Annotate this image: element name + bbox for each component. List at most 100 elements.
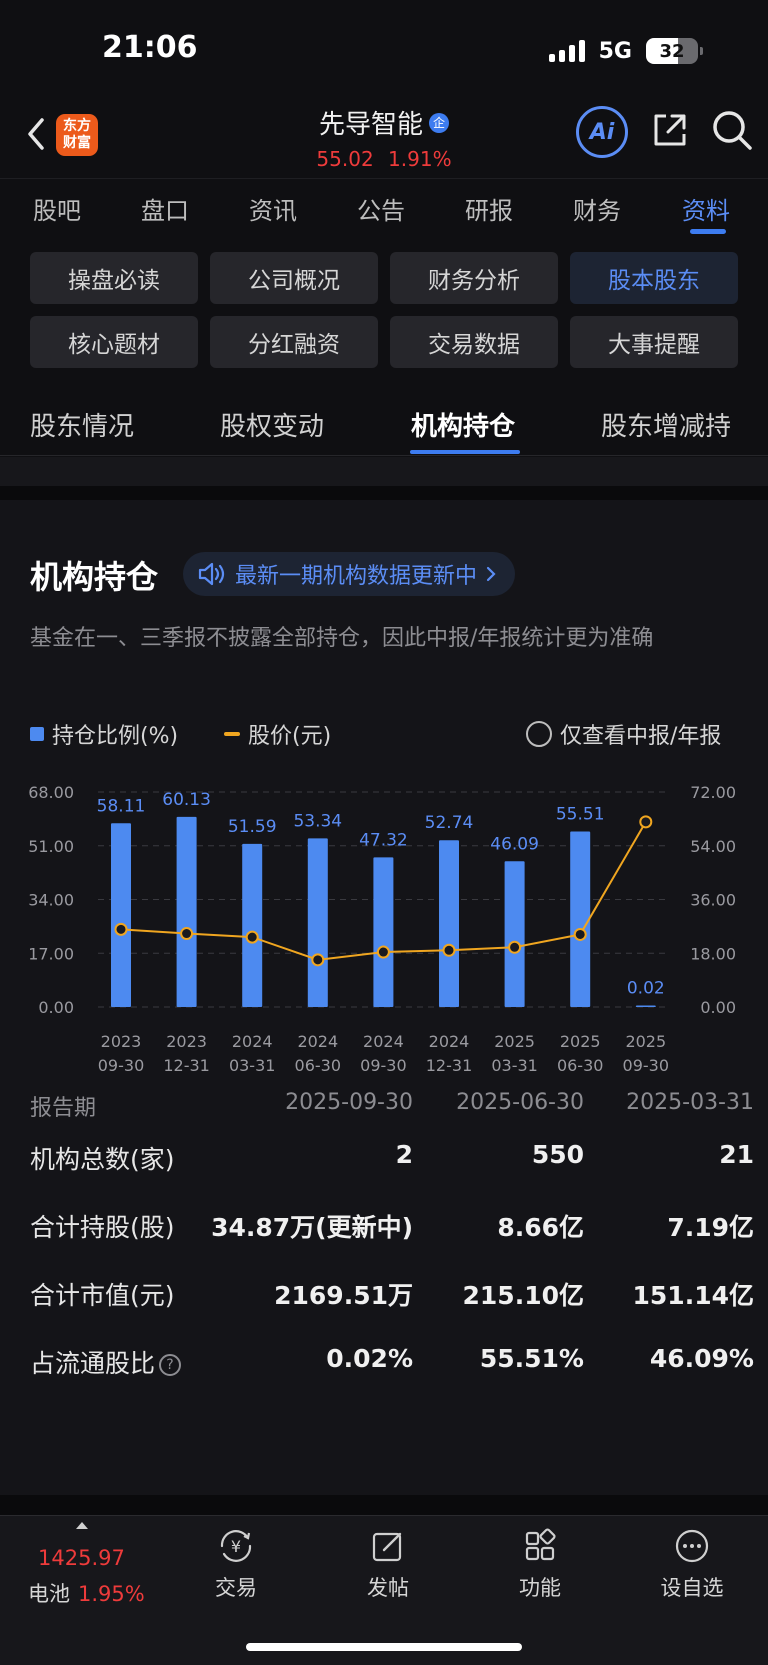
table-row: 合计持股(股) 34.87万(更新中) 8.66亿 7.19亿: [0, 1200, 768, 1268]
nav-functions[interactable]: 功能: [490, 1526, 590, 1602]
sub-btn-trading-data[interactable]: 交易数据: [390, 316, 558, 368]
nav-post[interactable]: 发帖: [338, 1526, 438, 1602]
holdings-chart: 68.00 72.00 51.00 54.00 34.00 36.00 17.00 18.00…: [28, 783, 736, 1072]
x-tick-label-year: 2024: [232, 1032, 273, 1051]
help-icon[interactable]: ?: [159, 1354, 182, 1376]
y-left-tick-label: 51.00: [28, 837, 74, 856]
y-right-tick-label: 54.00: [690, 837, 736, 856]
sub-btn-core-themes[interactable]: 核心题材: [30, 316, 198, 368]
table-header-row: 报告期 2025-09-30 2025-06-30 2025-03-31: [0, 1090, 768, 1132]
stock-name: 先导智能: [318, 110, 423, 140]
bar-value-label: 60.13: [162, 790, 211, 810]
sub-btn-company-overview[interactable]: 公司概况: [210, 252, 378, 304]
sec-tab-equity-changes[interactable]: 股权变动: [220, 412, 325, 442]
sub-btn-shareholders[interactable]: 股本股东: [570, 252, 738, 304]
header-date-1: 2025-09-30: [285, 1090, 413, 1115]
holdings-table: 报告期 2025-09-30 2025-06-30 2025-03-31 机构总…: [0, 1090, 768, 1404]
tab-finance[interactable]: 财务: [573, 197, 621, 225]
nav-add-watchlist[interactable]: 设自选: [642, 1526, 742, 1602]
stock-change-pct: 1.91%: [388, 147, 452, 171]
legend-bar-label: 持仓比例(%): [52, 724, 179, 749]
index-label: 电池 1.95%: [28, 1578, 145, 1608]
x-tick-label-date: 03-31: [491, 1056, 538, 1072]
row-value: 55.51%: [479, 1344, 584, 1373]
nav-trade[interactable]: ¥ 交易: [186, 1526, 286, 1602]
sub-btn-financial-analysis[interactable]: 财务分析: [390, 252, 558, 304]
row-label: 机构总数(家): [30, 1145, 175, 1174]
chart-legend: 持仓比例(%) 股价(元) 仅查看中报/年报: [30, 718, 742, 750]
nav-trade-label: 交易: [215, 1576, 257, 1600]
main-tabs: 股吧 盘口 资讯 公告 研报 财务 资料: [0, 178, 768, 234]
price-point: [639, 815, 653, 829]
x-tick-label-date: 12-31: [426, 1056, 473, 1072]
x-tick-label-year: 2023: [101, 1032, 142, 1051]
x-tick-label-year: 2025: [625, 1032, 666, 1051]
radio-icon[interactable]: [526, 721, 552, 747]
header-period: 报告期: [30, 1096, 97, 1121]
price-point: [442, 943, 456, 957]
x-tick-label-date: 12-31: [163, 1056, 210, 1072]
row-value: 34.87万(更新中): [211, 1213, 413, 1242]
y-left-tick-label: 34.00: [28, 891, 74, 910]
x-tick-label-date: 06-30: [557, 1056, 604, 1072]
tab-news[interactable]: 资讯: [249, 197, 297, 225]
row-label-text: 占流通股比: [30, 1349, 156, 1378]
tab-pankou[interactable]: 盘口: [141, 197, 189, 225]
divider: [0, 486, 768, 500]
bar-value-label: 55.51: [556, 804, 605, 824]
tab-announcements[interactable]: 公告: [357, 197, 405, 225]
sub-btn-trading-guide[interactable]: 操盘必读: [30, 252, 198, 304]
index-name: 电池: [28, 1582, 70, 1606]
disclosure-note: 基金在一、三季报不披露全部持仓，因此中报/年报统计更为准确: [30, 626, 654, 651]
sec-tab-institutional-holdings[interactable]: 机构持仓: [411, 412, 516, 442]
logo-line1: 东方: [63, 118, 91, 134]
network-type: 5G: [598, 38, 632, 64]
price-point: [376, 945, 390, 959]
legend-bar-swatch: [30, 727, 44, 741]
row-value: 8.66亿: [497, 1213, 584, 1242]
update-notice[interactable]: 最新一期机构数据更新中: [183, 552, 516, 596]
row-label: 合计持股(股): [30, 1213, 175, 1242]
price-point: [245, 930, 259, 944]
trade-icon: ¥: [220, 1530, 252, 1562]
x-tick-label-year: 2025: [494, 1032, 535, 1051]
row-value: 7.19亿: [667, 1213, 754, 1242]
sec-tab-holder-changes[interactable]: 股东增减持: [601, 412, 732, 442]
tab-research[interactable]: 研报: [465, 197, 513, 225]
share-icon[interactable]: [650, 110, 690, 150]
row-value: 2: [395, 1140, 413, 1169]
status-bar: 21:06 5G 32: [0, 0, 768, 100]
edit-post-icon: [372, 1532, 402, 1562]
tab-guba[interactable]: 股吧: [33, 197, 81, 225]
bar-value-label: 0.02: [627, 979, 665, 999]
x-tick-label-year: 2024: [363, 1032, 404, 1051]
divider: [0, 1495, 768, 1515]
header-date-3: 2025-03-31: [626, 1090, 754, 1115]
bar-holding-ratio: [439, 840, 459, 1007]
status-icons: 5G 32: [548, 38, 703, 64]
header-date-2: 2025-06-30: [456, 1090, 584, 1115]
filter-half-annual[interactable]: 仅查看中报/年报: [526, 718, 721, 750]
grid-functions-icon: [525, 1528, 556, 1561]
back-arrow-icon[interactable]: [22, 114, 52, 154]
row-value: 0.02%: [326, 1344, 413, 1373]
legend-line-swatch: [224, 732, 240, 736]
row-value: 215.10亿: [462, 1281, 584, 1310]
search-icon[interactable]: [710, 108, 754, 152]
ai-assistant-icon[interactable]: Ai: [576, 106, 628, 158]
tab-profile[interactable]: 资料: [682, 197, 730, 225]
bar-value-label: 53.34: [293, 811, 342, 831]
y-left-tick-label: 17.00: [28, 944, 74, 963]
logo-line2: 财富: [63, 135, 91, 151]
bar-value-label: 51.59: [228, 817, 277, 837]
price-point: [573, 927, 587, 941]
x-tick-label-date: 06-30: [295, 1056, 342, 1072]
y-right-tick-label: 36.00: [690, 891, 736, 910]
bar-holding-ratio: [570, 831, 591, 1007]
nav-post-label: 发帖: [367, 1576, 409, 1600]
filter-label: 仅查看中报/年报: [560, 724, 722, 749]
sec-tab-shareholders[interactable]: 股东情况: [30, 412, 135, 442]
sub-btn-event-reminders[interactable]: 大事提醒: [570, 316, 738, 368]
chevron-right-icon: [486, 566, 496, 582]
sub-btn-dividends[interactable]: 分红融资: [210, 316, 378, 368]
